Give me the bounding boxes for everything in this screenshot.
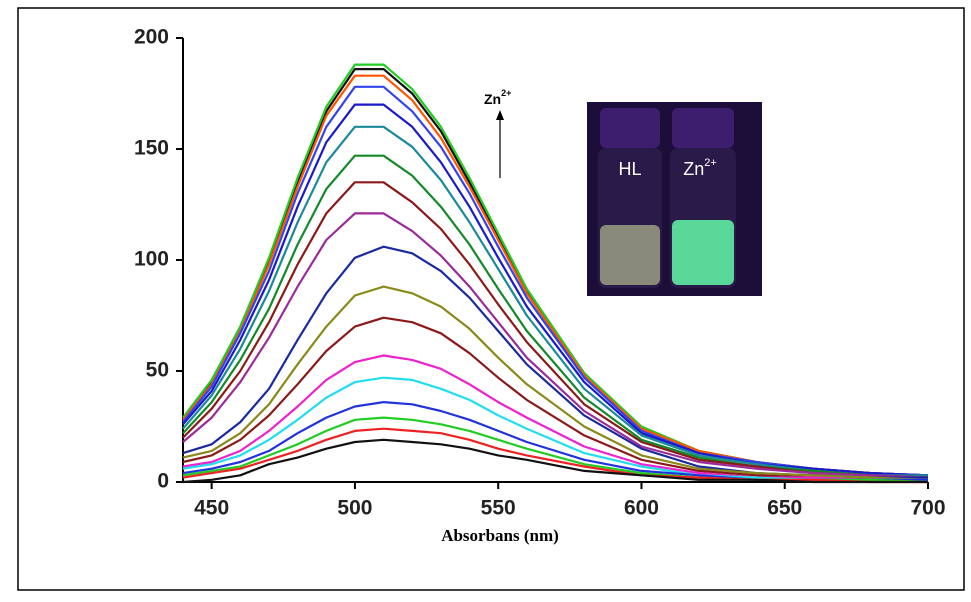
y-tick-label: 100 (134, 248, 169, 271)
x-axis-label: Absorbans (nm) (441, 526, 559, 545)
inset-label: HL (618, 159, 641, 179)
y-tick-label: 150 (134, 137, 169, 160)
spectrum-line (182, 212, 929, 479)
spectrum-line (182, 316, 928, 481)
y-tick-label: 0 (157, 470, 169, 493)
spectrum-line (182, 181, 929, 479)
spectrum-line (182, 438, 928, 484)
inset-label: Zn2+ (683, 157, 717, 179)
y-tick-label: 200 (134, 26, 169, 49)
plot-area: 0 50 100 150 200 450 500 550 600 650 700 (134, 26, 946, 520)
annotation-superscript: 2+ (501, 88, 511, 98)
x-tick-label: 600 (624, 497, 659, 520)
y-tick-label: 50 (146, 359, 169, 382)
annotation-text: Zn (484, 91, 501, 107)
inset-label-text: Zn (683, 159, 704, 179)
inset-photo: HL Zn2+ (587, 102, 762, 296)
x-tick-label: 700 (910, 497, 945, 520)
inset-label-superscript: 2+ (704, 157, 717, 169)
spectrum-line (182, 125, 928, 477)
vial-cap (672, 108, 734, 148)
annotation-label: Zn2+ (484, 88, 511, 106)
spectrum-line (182, 85, 929, 477)
x-tick-label: 650 (767, 497, 802, 520)
x-tick-label: 550 (481, 497, 516, 520)
vial-cap (600, 108, 660, 148)
annotation: Zn2+ (484, 88, 511, 178)
solution (672, 220, 734, 285)
spectrum-line (182, 285, 929, 481)
x-tick-label: 450 (194, 497, 229, 520)
x-tick-label: 500 (337, 497, 372, 520)
arrow-head (496, 110, 504, 120)
spectrum-line (182, 376, 928, 481)
solution (600, 225, 660, 285)
frame (17, 7, 965, 591)
